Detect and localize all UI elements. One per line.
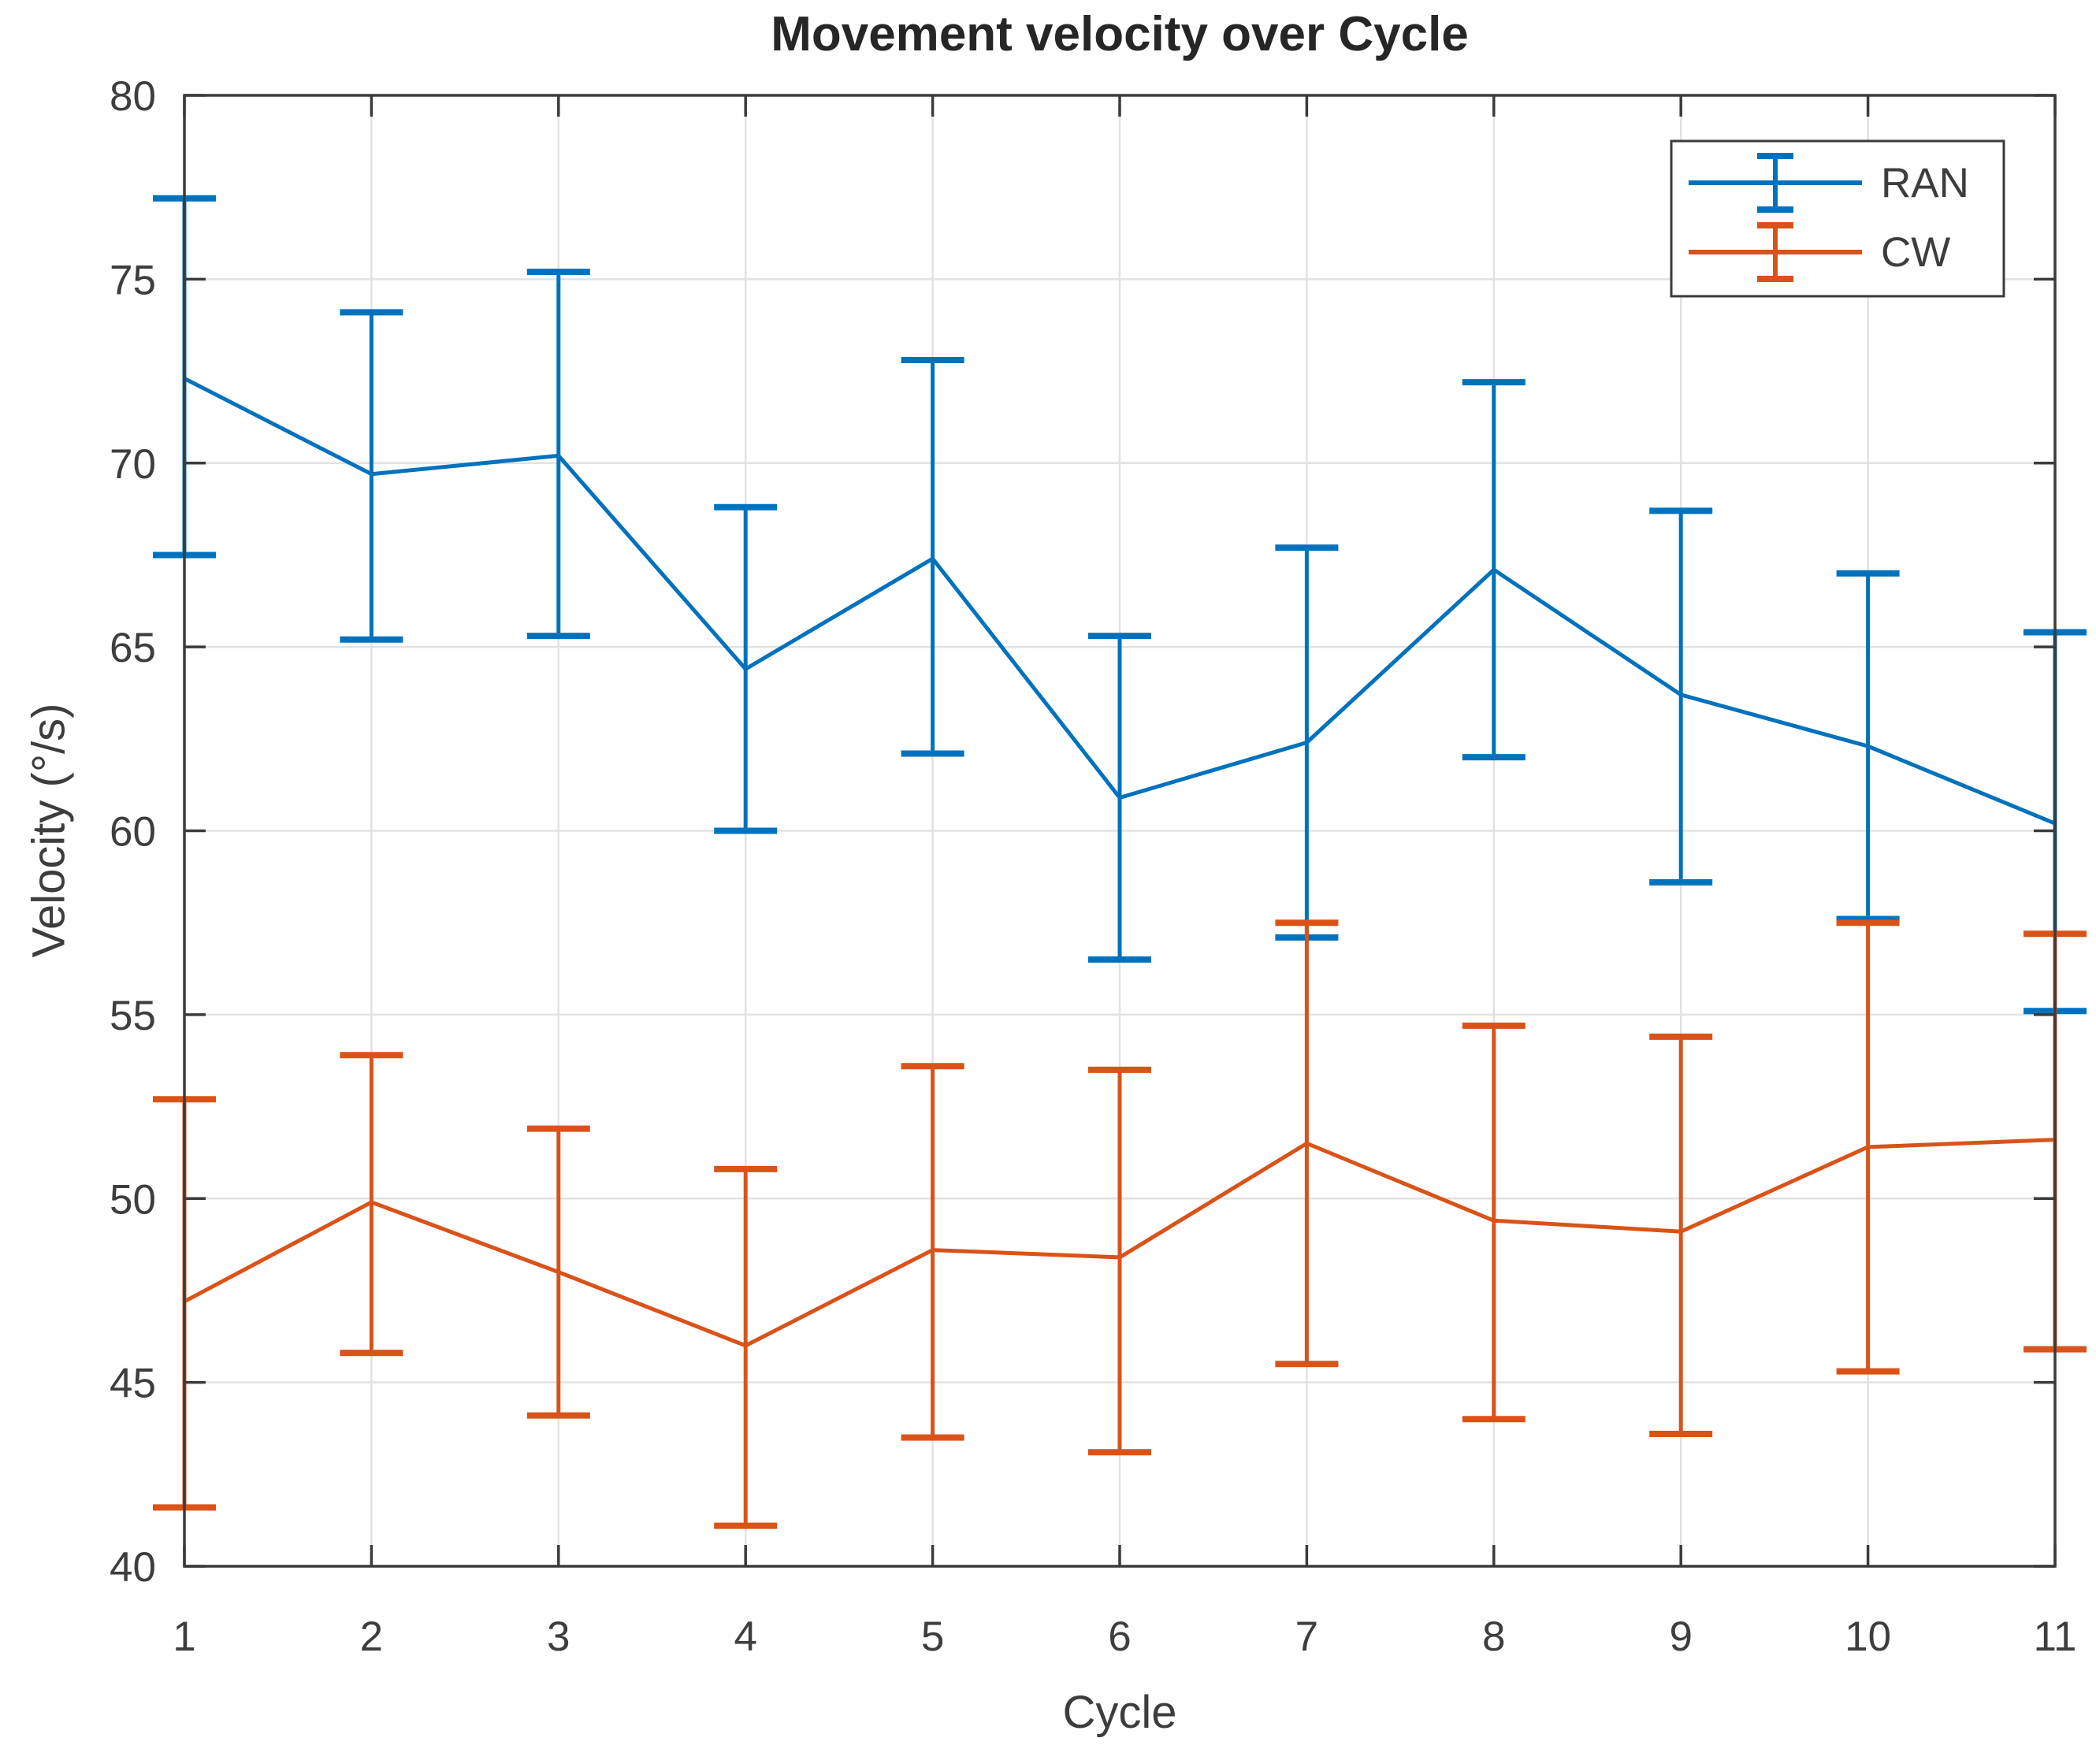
x-tick-label: 8 (1482, 1614, 1505, 1660)
legend-entry-ran: RAN (1689, 153, 1969, 213)
legend-entry-cw: CW (1689, 222, 1950, 282)
x-tick-label: 6 (1108, 1614, 1131, 1660)
x-tick-label: 3 (547, 1614, 570, 1660)
y-tick-label: 75 (110, 257, 156, 303)
legend-label: CW (1881, 229, 1950, 276)
y-tick-label: 50 (110, 1176, 156, 1223)
y-tick-label: 55 (110, 993, 156, 1039)
legend: RAN CW (1670, 139, 2005, 298)
y-tick-label: 40 (110, 1544, 156, 1591)
x-tick-label: 9 (1669, 1614, 1692, 1660)
legend-label: RAN (1881, 160, 1969, 206)
data-line-ran (183, 377, 2056, 826)
x-tick-label: 11 (2033, 1614, 2076, 1660)
chart-title: Movement velocity over Cycle (771, 7, 1469, 61)
data-line-cw (183, 1138, 2056, 1348)
x-tick-label: 5 (921, 1614, 944, 1660)
x-tick-label: 2 (360, 1614, 383, 1660)
x-axis-label: Cycle (1062, 1687, 1177, 1738)
legend-box (1670, 139, 2005, 298)
x-tick-label: 7 (1295, 1614, 1318, 1660)
error-bar (1649, 1033, 1713, 1437)
axes (183, 94, 2057, 1568)
y-tick-label: 70 (110, 441, 156, 488)
error-bar (1088, 1066, 1151, 1456)
y-tick-label: 60 (110, 809, 156, 856)
y-tick-label: 80 (110, 73, 156, 120)
y-tick-label: 65 (110, 625, 156, 671)
x-tick-label: 10 (1845, 1614, 1891, 1660)
x-tick-label: 4 (734, 1614, 756, 1660)
x-tick-label: 1 (173, 1614, 195, 1660)
y-tick-label: 45 (110, 1361, 156, 1407)
